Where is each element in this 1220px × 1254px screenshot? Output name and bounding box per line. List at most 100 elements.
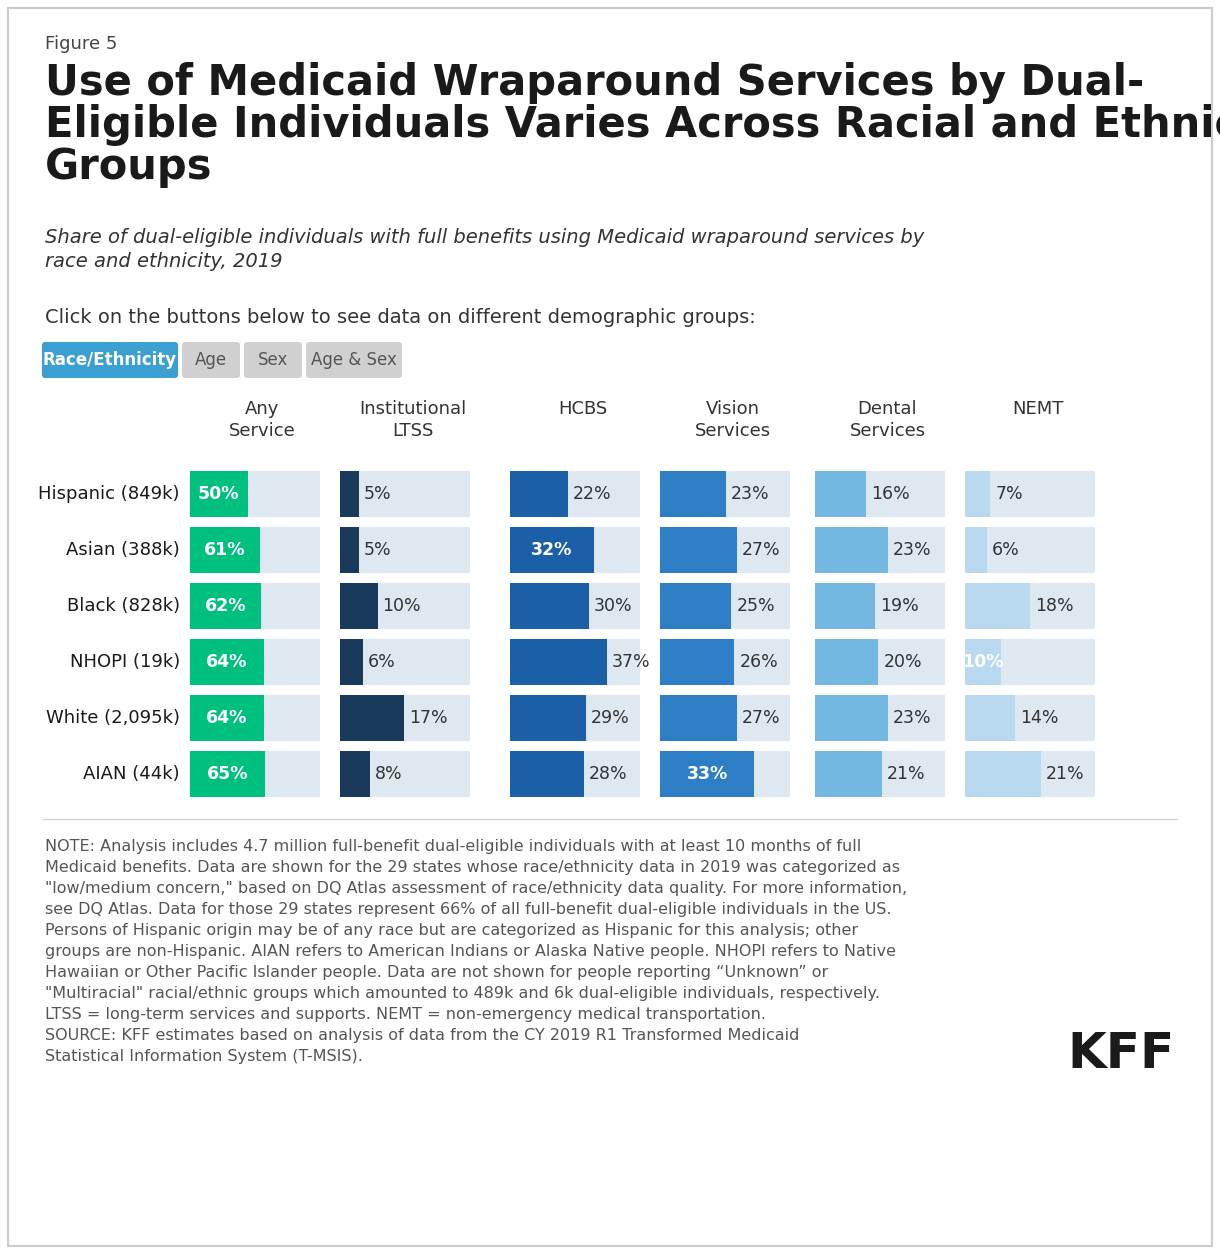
Bar: [815, 583, 875, 630]
Bar: [660, 527, 791, 573]
Text: 23%: 23%: [731, 485, 770, 503]
Text: Black (828k): Black (828k): [67, 597, 181, 614]
Bar: [965, 472, 1096, 517]
Bar: [660, 527, 737, 573]
Text: see DQ Atlas. Data for those 29 states represent 66% of all full-benefit dual-el: see DQ Atlas. Data for those 29 states r…: [45, 902, 892, 917]
Bar: [340, 472, 359, 517]
Text: 27%: 27%: [742, 540, 781, 559]
Text: White (2,095k): White (2,095k): [46, 709, 181, 727]
Text: 23%: 23%: [893, 709, 931, 727]
Bar: [965, 751, 1096, 798]
FancyBboxPatch shape: [9, 8, 1211, 1246]
Bar: [660, 695, 791, 741]
Text: 19%: 19%: [880, 597, 919, 614]
Bar: [510, 751, 583, 798]
Text: Vision
Services: Vision Services: [694, 400, 771, 440]
Text: 62%: 62%: [205, 597, 246, 614]
Bar: [815, 527, 888, 573]
Text: 28%: 28%: [588, 765, 627, 782]
Bar: [660, 751, 791, 798]
Bar: [510, 583, 589, 630]
Text: 17%: 17%: [409, 709, 448, 727]
Bar: [815, 527, 946, 573]
Bar: [965, 695, 1096, 741]
FancyBboxPatch shape: [306, 342, 403, 377]
Bar: [340, 751, 370, 798]
Bar: [965, 527, 987, 573]
Text: 10%: 10%: [963, 653, 1004, 671]
Text: Age & Sex: Age & Sex: [311, 351, 396, 369]
Bar: [510, 472, 640, 517]
Bar: [190, 751, 320, 798]
Text: 6%: 6%: [367, 653, 395, 671]
Bar: [965, 583, 1030, 630]
Text: Institutional
LTSS: Institutional LTSS: [359, 400, 466, 440]
Text: "low/medium concern," based on DQ Atlas assessment of race/ethnicity data qualit: "low/medium concern," based on DQ Atlas …: [45, 882, 908, 897]
Text: 21%: 21%: [887, 765, 925, 782]
Text: Hawaiian or Other Pacific Islander people. Data are not shown for people reporti: Hawaiian or Other Pacific Islander peopl…: [45, 966, 828, 979]
Text: Share of dual-eligible individuals with full benefits using Medicaid wraparound : Share of dual-eligible individuals with …: [45, 228, 925, 247]
Text: groups are non-Hispanic. AIAN refers to American Indians or Alaska Native people: groups are non-Hispanic. AIAN refers to …: [45, 944, 895, 959]
Bar: [660, 472, 791, 517]
Bar: [510, 640, 608, 685]
Text: 5%: 5%: [364, 540, 392, 559]
Text: 32%: 32%: [532, 540, 572, 559]
Text: 27%: 27%: [742, 709, 781, 727]
Text: 33%: 33%: [687, 765, 728, 782]
Text: 5%: 5%: [364, 485, 392, 503]
Bar: [815, 472, 866, 517]
Bar: [510, 583, 640, 630]
Bar: [340, 751, 470, 798]
Text: 29%: 29%: [592, 709, 630, 727]
Bar: [660, 695, 737, 741]
Text: NHOPI (19k): NHOPI (19k): [70, 653, 181, 671]
Bar: [340, 640, 470, 685]
Bar: [340, 583, 470, 630]
Text: Medicaid benefits. Data are shown for the 29 states whose race/ethnicity data in: Medicaid benefits. Data are shown for th…: [45, 860, 900, 875]
Text: NOTE: Analysis includes 4.7 million full-benefit dual-eligible individuals with : NOTE: Analysis includes 4.7 million full…: [45, 839, 861, 854]
Bar: [815, 751, 946, 798]
Text: Groups: Groups: [45, 145, 212, 188]
Bar: [340, 640, 362, 685]
Bar: [510, 640, 640, 685]
Bar: [190, 640, 264, 685]
Bar: [510, 527, 640, 573]
Text: Dental
Services: Dental Services: [849, 400, 926, 440]
Text: Race/Ethnicity: Race/Ethnicity: [43, 351, 177, 369]
Bar: [815, 472, 946, 517]
Bar: [340, 695, 404, 741]
Text: 7%: 7%: [996, 485, 1022, 503]
Bar: [190, 751, 265, 798]
Text: SOURCE: KFF estimates based on analysis of data from the CY 2019 R1 Transformed : SOURCE: KFF estimates based on analysis …: [45, 1028, 799, 1043]
Text: 65%: 65%: [206, 765, 248, 782]
Bar: [510, 527, 594, 573]
Text: Persons of Hispanic origin may be of any race but are categorized as Hispanic fo: Persons of Hispanic origin may be of any…: [45, 923, 858, 938]
Text: 20%: 20%: [883, 653, 922, 671]
Text: 23%: 23%: [893, 540, 931, 559]
Bar: [510, 472, 567, 517]
Bar: [965, 695, 1015, 741]
Bar: [340, 472, 470, 517]
Text: 61%: 61%: [204, 540, 245, 559]
Text: Figure 5: Figure 5: [45, 35, 117, 53]
Bar: [965, 640, 1096, 685]
Bar: [815, 695, 888, 741]
Bar: [660, 640, 734, 685]
Bar: [340, 583, 377, 630]
Bar: [190, 527, 260, 573]
Bar: [815, 583, 946, 630]
Text: 22%: 22%: [572, 485, 611, 503]
Bar: [190, 472, 320, 517]
Text: 50%: 50%: [198, 485, 239, 503]
Bar: [660, 472, 726, 517]
Text: KFF: KFF: [1068, 1030, 1175, 1078]
Text: 18%: 18%: [1035, 597, 1074, 614]
Text: 25%: 25%: [737, 597, 775, 614]
Text: Hispanic (849k): Hispanic (849k): [39, 485, 181, 503]
Text: 8%: 8%: [375, 765, 403, 782]
Text: Any
Service: Any Service: [229, 400, 296, 440]
Bar: [815, 751, 882, 798]
Text: NEMT: NEMT: [1011, 400, 1063, 418]
Text: 30%: 30%: [594, 597, 632, 614]
Bar: [660, 583, 732, 630]
